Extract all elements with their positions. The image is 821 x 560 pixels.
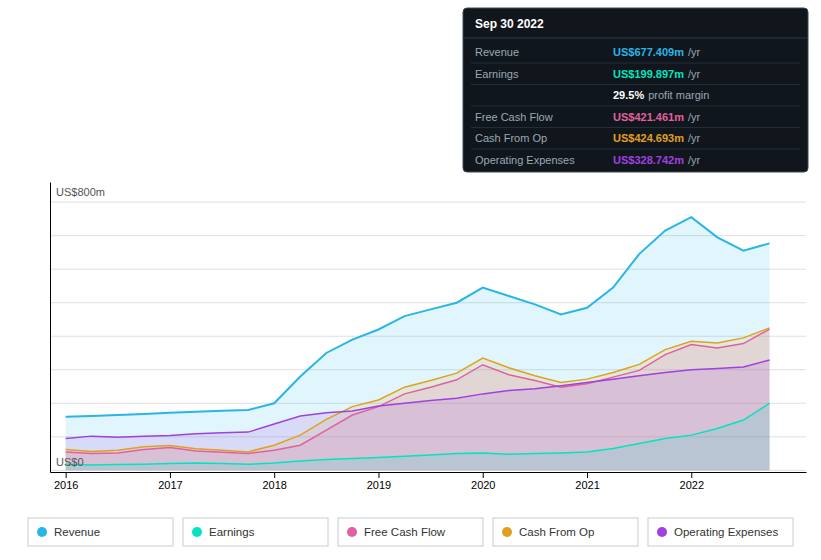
chart: 2016 2017 2018 2019 2020 2021 2022 US$800m US$0 S… <box>0 0 821 560</box>
tooltip-suffix: profit margin <box>648 89 709 101</box>
tooltip-row: US$199.897m/yr <box>613 68 701 80</box>
series-line <box>66 329 770 453</box>
tooltip-value: 29.5% <box>613 89 644 101</box>
x-tick-label: 2020 <box>471 479 495 491</box>
tooltip-value: US$677.409m <box>613 46 684 58</box>
x-tick-mark <box>170 472 171 478</box>
legend-item: Free Cash Flow <box>338 518 483 546</box>
grid-line <box>50 202 806 203</box>
tooltip-separator <box>471 63 800 64</box>
x-axis-line <box>51 472 807 473</box>
annotation: US$0 <box>56 456 84 468</box>
x-tick-mark <box>587 472 588 478</box>
legend: Revenue Earnings Free Cash Flow Cash From O… <box>28 518 793 546</box>
x-tick-label: 2017 <box>158 479 182 491</box>
legend-box <box>183 518 328 546</box>
x-tick: 2017 <box>158 472 182 491</box>
legend-item: Operating Expenses <box>648 518 793 546</box>
x-tick: 2022 <box>680 472 704 491</box>
legend-item: Revenue <box>28 518 173 546</box>
legend-label: Free Cash Flow <box>364 526 446 538</box>
tooltip-label: Revenue <box>475 46 519 58</box>
x-tick: 2018 <box>262 472 286 491</box>
legend-label: Operating Expenses <box>674 526 778 538</box>
legend-box <box>28 518 173 546</box>
x-tick-mark <box>66 472 67 478</box>
x-tick-label: 2022 <box>680 479 704 491</box>
tooltip-suffix: /yr <box>688 132 701 144</box>
tooltip-label: Free Cash Flow <box>475 111 553 123</box>
legend-swatch <box>37 527 47 537</box>
tooltip-row: US$328.742m/yr <box>613 154 701 166</box>
legend-box <box>338 518 483 546</box>
tooltip-separator <box>471 106 800 107</box>
tooltip-label: Earnings <box>475 68 519 80</box>
annotation: US$800m <box>56 186 105 198</box>
legend-item: Earnings <box>183 518 328 546</box>
series-area <box>66 360 770 470</box>
tooltip-separator <box>471 149 800 150</box>
tooltip-label: Operating Expenses <box>475 154 575 166</box>
tooltip-label: Cash From Op <box>475 132 547 144</box>
x-tick: 2016 <box>54 472 78 491</box>
tooltip-separator <box>471 84 800 85</box>
plot-area <box>66 217 770 470</box>
x-tick: 2019 <box>367 472 391 491</box>
grid <box>50 202 806 470</box>
legend-label: Earnings <box>209 526 255 538</box>
series-line <box>66 360 770 438</box>
series-line <box>66 217 770 416</box>
legend-swatch <box>347 527 357 537</box>
y-axis <box>50 183 51 473</box>
x-tick-label: 2018 <box>262 479 286 491</box>
x-tick-mark <box>274 472 275 478</box>
y-axis-line <box>50 183 51 473</box>
legend-box <box>648 518 793 546</box>
legend-item: Cash From Op <box>493 518 638 546</box>
x-tick: 2021 <box>575 472 599 491</box>
tooltip: Sep 30 2022 Revenue US$677.409m/yr Earnings… <box>463 8 808 172</box>
x-axis: 2016 2017 2018 2019 2020 2021 2022 <box>51 472 807 491</box>
legend-label: Cash From Op <box>519 526 594 538</box>
tooltip-suffix: /yr <box>688 111 701 123</box>
tooltip-row: US$421.461m/yr <box>613 111 701 123</box>
x-tick-mark <box>691 472 692 478</box>
legend-box <box>493 518 638 546</box>
x-tick: 2020 <box>471 472 495 491</box>
tooltip-suffix: /yr <box>688 154 701 166</box>
tooltip-rule <box>463 38 808 39</box>
x-tick-mark <box>378 472 379 478</box>
tooltip-value: US$328.742m <box>613 154 684 166</box>
legend-swatch <box>502 527 512 537</box>
tooltip-value: US$199.897m <box>613 68 684 80</box>
tooltip-title: Sep 30 2022 <box>475 17 544 31</box>
tooltip-row: US$677.409m/yr <box>613 46 701 58</box>
x-tick-mark <box>483 472 484 478</box>
tooltip-value: US$424.693m <box>613 132 684 144</box>
series-area <box>66 217 770 470</box>
x-tick-label: 2016 <box>54 479 78 491</box>
legend-label: Revenue <box>54 526 100 538</box>
tooltip-separator <box>471 127 800 128</box>
tooltip-box <box>463 8 808 172</box>
x-tick-label: 2021 <box>575 479 599 491</box>
tooltip-row: 29.5% profit margin <box>613 89 709 101</box>
tooltip-value: US$421.461m <box>613 111 684 123</box>
series-area <box>66 328 770 470</box>
legend-swatch <box>192 527 202 537</box>
series-line <box>66 328 770 452</box>
legend-swatch <box>657 527 667 537</box>
tooltip-suffix: /yr <box>688 46 701 58</box>
series-line <box>66 403 770 465</box>
tooltip-row: US$424.693m/yr <box>613 132 701 144</box>
tooltip-suffix: /yr <box>688 68 701 80</box>
x-tick-label: 2019 <box>367 479 391 491</box>
